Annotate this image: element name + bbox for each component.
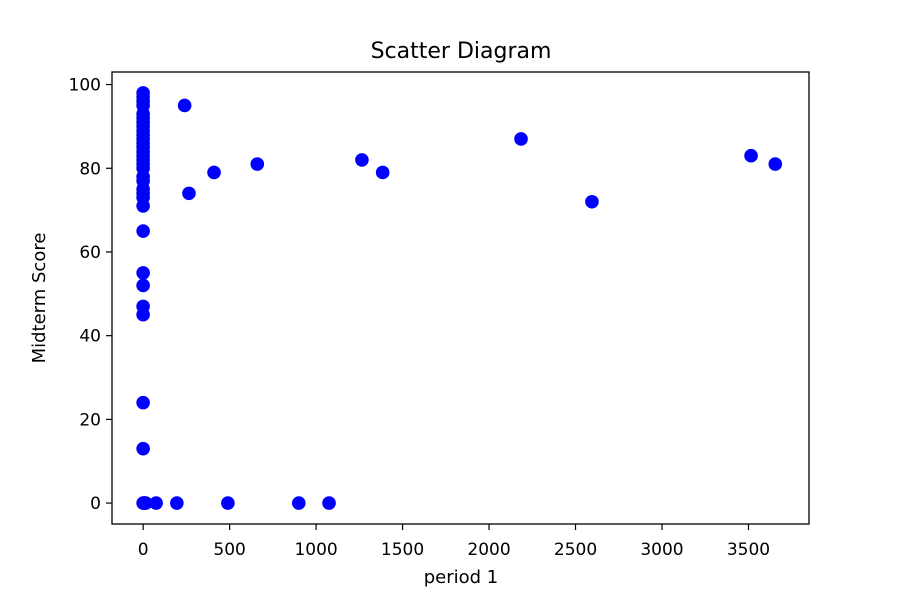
y-axis-label: Midterm Score: [29, 233, 50, 364]
x-tick-label: 500: [213, 540, 245, 560]
scatter-point: [177, 98, 192, 113]
y-tick-label: 40: [79, 327, 101, 347]
scatter-point: [585, 194, 599, 209]
scatter-point: [250, 157, 265, 171]
plot-frame: [111, 71, 810, 525]
x-axis-label: period 1: [424, 567, 499, 588]
scatter-point: [291, 496, 306, 510]
scatter-point: [136, 199, 150, 213]
scatter-point: [355, 153, 369, 167]
y-tick-label: 20: [79, 410, 101, 430]
scatter-point: [514, 132, 528, 146]
scatter-point: [138, 496, 153, 510]
scatter-point: [136, 307, 150, 322]
scatter-point: [136, 224, 150, 238]
scatter-point: [136, 395, 150, 410]
scatter-point: [182, 186, 196, 201]
scatter-point: [207, 165, 221, 180]
scatter-point: [744, 148, 758, 163]
x-tick-label: 3000: [640, 540, 683, 560]
scatter-point: [375, 165, 390, 180]
x-tick-label: 3500: [727, 540, 770, 560]
scatter-point: [136, 441, 150, 456]
scatter-point: [322, 496, 336, 510]
scatter-point: [149, 496, 163, 510]
y-tick-label: 100: [69, 76, 101, 96]
y-tick-label: 0: [90, 494, 101, 514]
x-tick-label: 2500: [554, 540, 597, 560]
x-tick-label: 1000: [294, 540, 337, 560]
scatter-point: [136, 266, 150, 280]
y-tick-label: 60: [79, 243, 101, 263]
y-tick-label: 80: [79, 159, 101, 179]
scatter-point: [221, 496, 235, 510]
y-axis-ticks: 0 20 40 60 80 100: [69, 76, 112, 514]
chart-title: Scatter Diagram: [371, 39, 552, 64]
scatter-point: [136, 278, 150, 293]
x-tick-label: 1500: [381, 540, 424, 560]
scatter-point: [170, 496, 184, 510]
x-tick-label: 2000: [467, 540, 510, 560]
x-tick-label: 0: [138, 540, 149, 560]
scatter-point: [768, 157, 783, 171]
x-axis-ticks: 0 500 1000 1500 2000 2500 3000 3500: [138, 524, 770, 560]
scatter-points: [136, 86, 783, 510]
